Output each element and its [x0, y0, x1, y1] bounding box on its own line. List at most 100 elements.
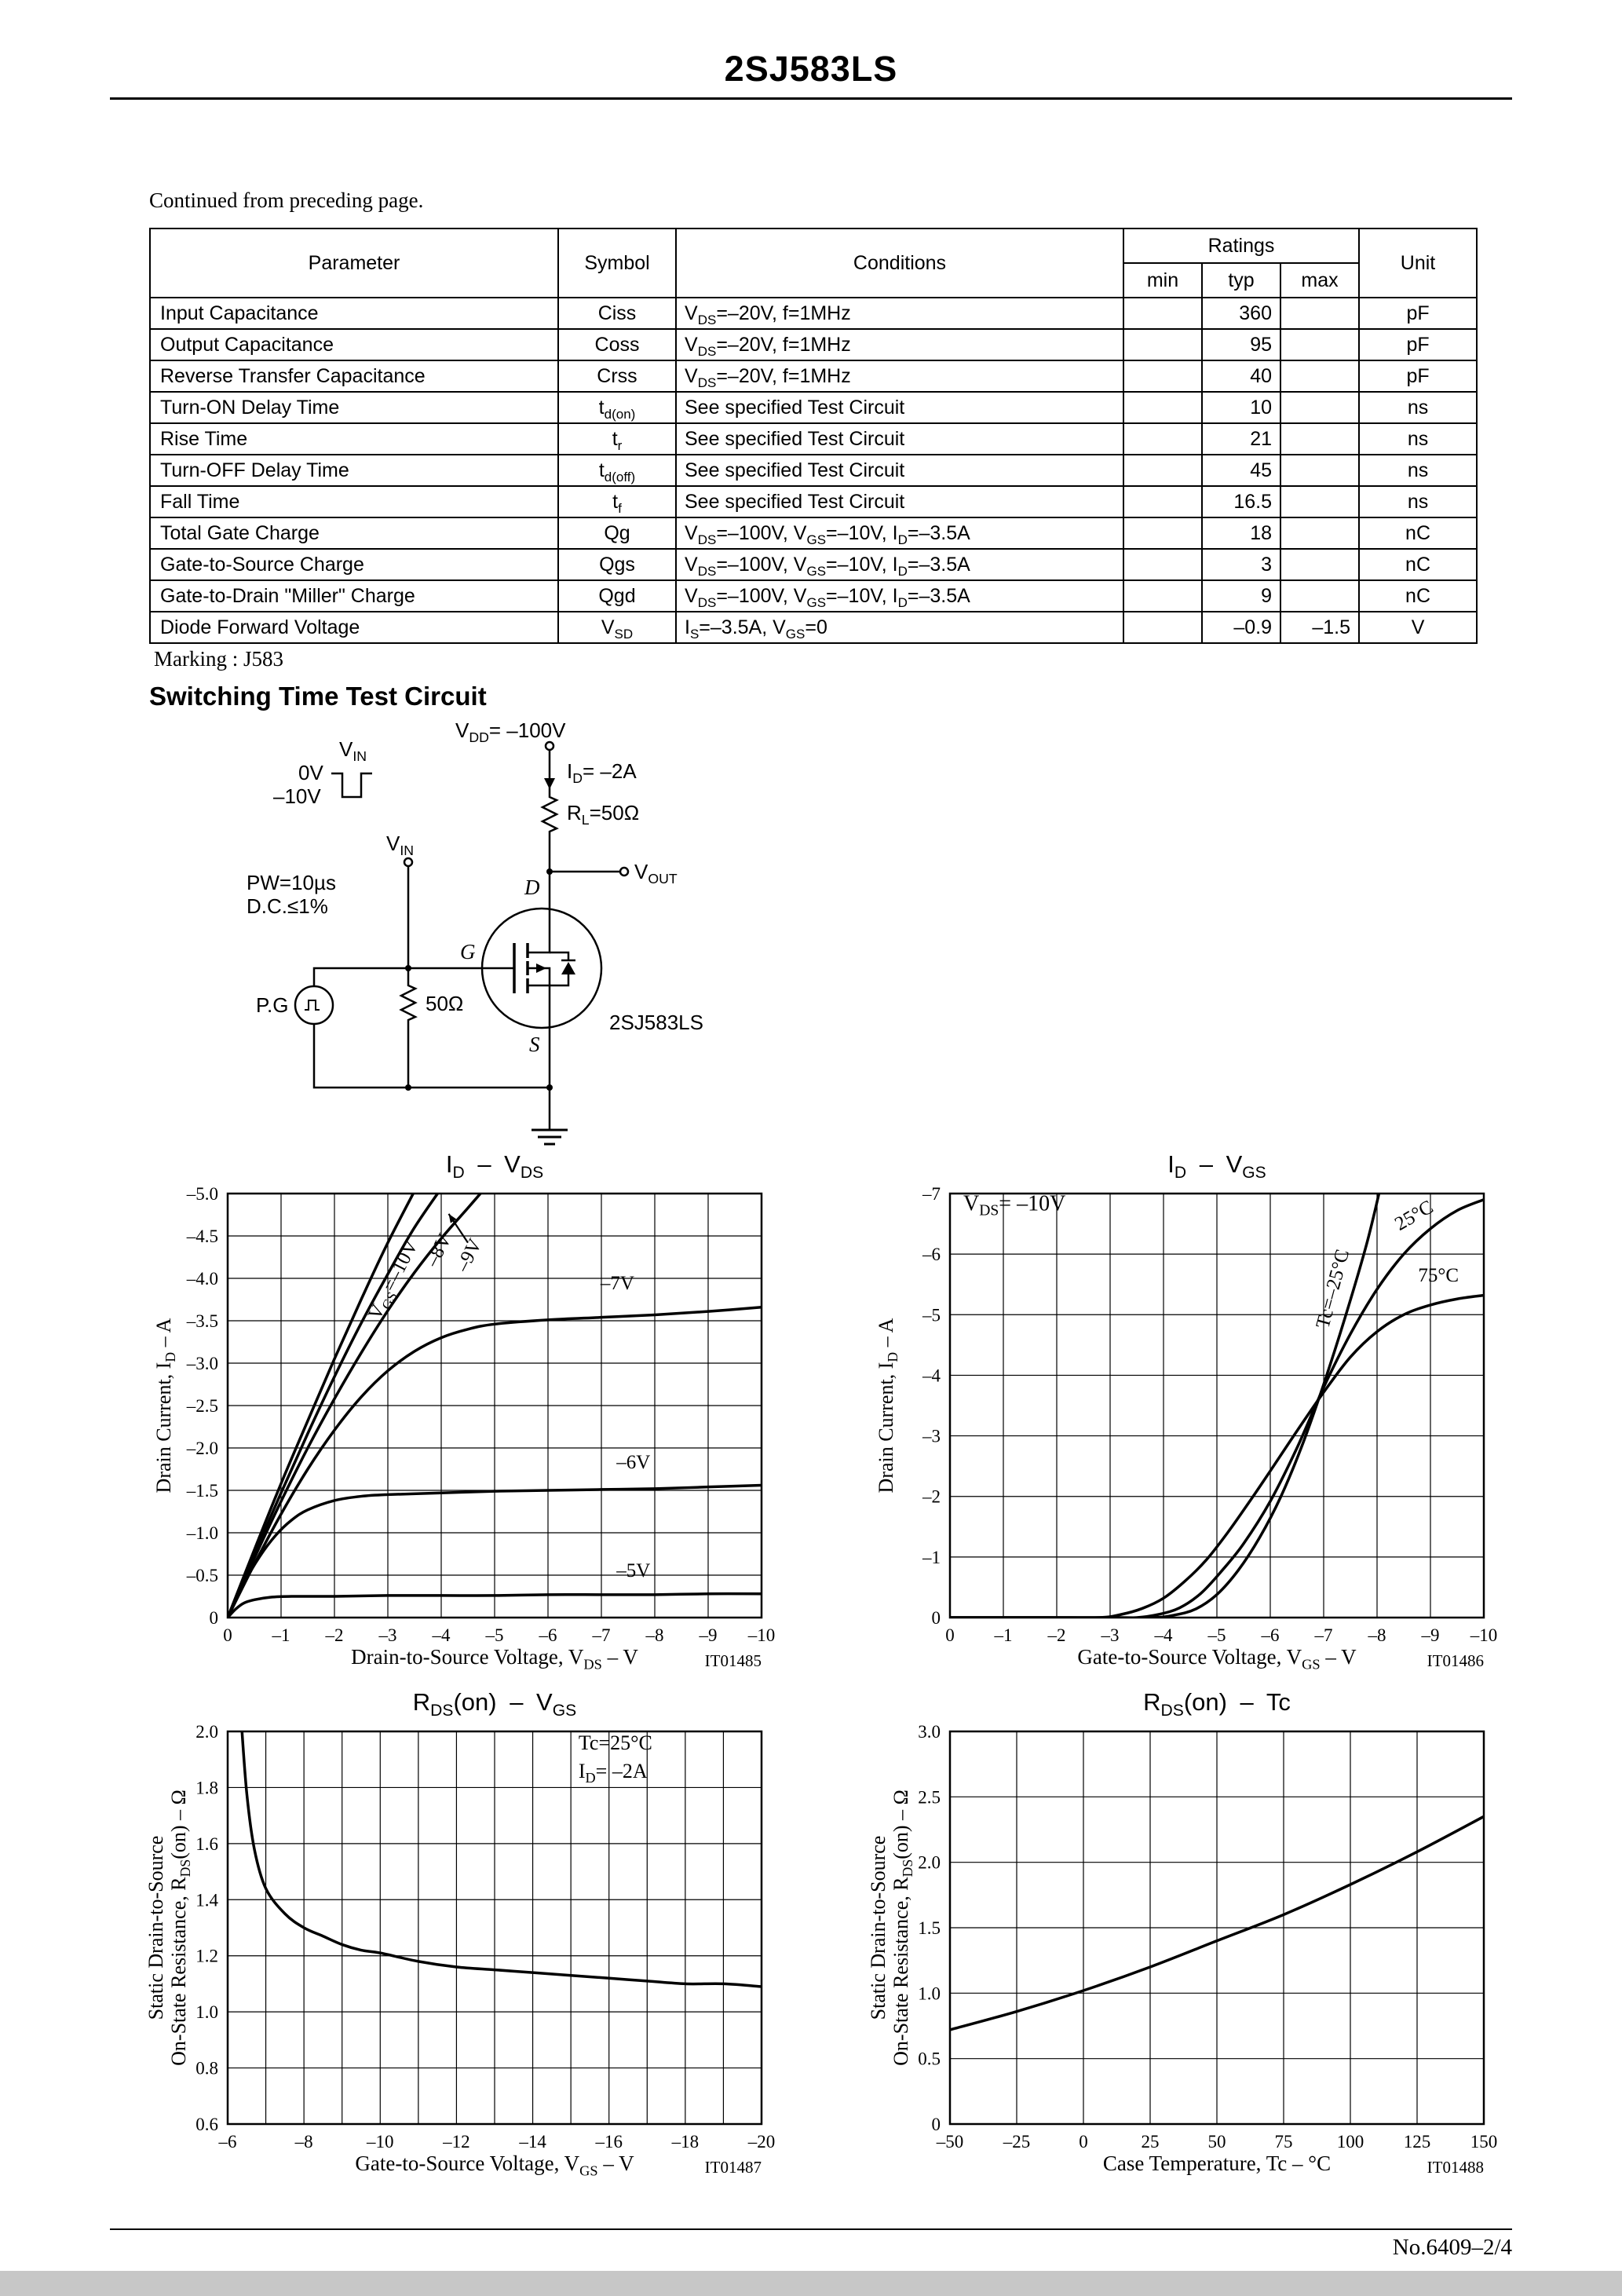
curve-annotation: –5V	[616, 1560, 650, 1581]
x-tick-label: –10	[1470, 1625, 1498, 1643]
symbol-cell: Crss	[557, 360, 677, 393]
param-cell: Output Capacitance	[149, 328, 559, 361]
x-tick-label: –3	[1101, 1625, 1120, 1643]
table-row: Input Capacitance Ciss VDS=–20V, f=1MHz …	[149, 297, 1478, 330]
x-tick-label: –25	[1003, 2132, 1031, 2149]
x-tick-label: 125	[1404, 2132, 1431, 2149]
table-row: Turn-ON Delay Time td(on) See specified …	[149, 391, 1478, 424]
conditions-cell: IS=–3.5A, VGS=0	[675, 611, 1124, 644]
curve-annotation: VGS=–10V	[364, 1237, 426, 1325]
drain-current-label: ID= –2A	[567, 759, 637, 787]
conditions-cell: VDS=–20V, f=1MHz	[675, 297, 1124, 330]
col-symbol: Symbol	[557, 228, 677, 298]
conditions-cell: See specified Test Circuit	[675, 454, 1124, 487]
curve-annotation: VDS= –10V	[963, 1192, 1065, 1219]
y-tick-label: –2.5	[186, 1396, 218, 1416]
param-cell: Input Capacitance	[149, 297, 559, 330]
terminal-vout	[619, 866, 630, 877]
col-conditions: Conditions	[675, 228, 1124, 298]
min-cell	[1123, 391, 1203, 424]
table-subheader-row: min typ max	[150, 262, 1477, 298]
r50-label: 50Ω	[426, 992, 464, 1015]
circuit-svg	[294, 740, 630, 1146]
max-cell	[1279, 297, 1361, 330]
curve-annotation: –9V	[451, 1235, 486, 1276]
plot-frame	[948, 1730, 1485, 2126]
figure-number: IT01486	[1427, 1651, 1484, 1670]
unit-cell: V	[1358, 611, 1478, 644]
unit-cell: ns	[1358, 454, 1478, 487]
y-tick-label: –4.0	[186, 1269, 218, 1289]
chart-title: ID – VGS	[1167, 1150, 1266, 1183]
marking-note: Marking : J583	[154, 647, 283, 671]
conditions-cell: VDS=–100V, VGS=–10V, ID=–3.5A	[675, 517, 1124, 550]
max-cell: –1.5	[1279, 611, 1361, 644]
table-row: Fall Time tf See specified Test Circuit …	[149, 485, 1478, 518]
bottom-bar	[0, 2271, 1622, 2296]
curve-annotation: 75°C	[1418, 1265, 1459, 1286]
chart-title: RDS(on) – Tc	[1143, 1688, 1291, 1720]
y-tick-label: –2.0	[186, 1439, 218, 1458]
curve-annotation: Tc=–25°C	[1312, 1247, 1353, 1330]
terminal-vin	[403, 857, 414, 868]
wire	[312, 967, 514, 986]
curve	[950, 1815, 1484, 2031]
y-tick-label: 1.0	[195, 2002, 218, 2022]
y-tick-label: 0	[210, 1608, 219, 1628]
x-axis-label: Gate-to-Source Voltage, VGS – V	[1077, 1645, 1357, 1673]
y-tick-label: 0	[932, 2115, 941, 2134]
x-tick-label: –7	[592, 1625, 611, 1643]
body-diode-triangle	[561, 962, 575, 974]
test-circuit-diagram: VDD= –100V ID= –2A RL=50Ω VIN 0V –10V VI…	[196, 718, 809, 1158]
plot-frame	[226, 1730, 763, 2126]
x-tick-label: 0	[223, 1625, 232, 1643]
min-cell	[1123, 360, 1203, 393]
y-tick-label: –7	[922, 1186, 941, 1204]
col-unit: Unit	[1358, 228, 1478, 298]
symbol-cell: tf	[557, 485, 677, 518]
x-tick-label: –7	[1314, 1625, 1333, 1643]
table-row: Diode Forward Voltage VSD IS=–3.5A, VGS=…	[149, 611, 1478, 644]
current-arrow	[544, 778, 555, 789]
min-cell	[1123, 422, 1203, 455]
pulse-generator	[294, 985, 334, 1026]
param-cell: Diode Forward Voltage	[149, 611, 559, 644]
x-tick-label: –4	[432, 1625, 451, 1643]
annotation-arrowhead	[448, 1213, 457, 1223]
x-tick-label: 150	[1470, 2132, 1498, 2149]
spec-table: Parameter Symbol Conditions Ratings Unit…	[149, 228, 1478, 644]
unit-cell: nC	[1358, 517, 1478, 550]
chart-id-vds: ID – VDS Drain Current, ID – A 0 –1 –2 –3 –4…	[141, 1150, 816, 1684]
typ-cell: 18	[1201, 517, 1281, 550]
footer-rule	[110, 2228, 1512, 2230]
col-max: max	[1279, 262, 1361, 298]
min-cell	[1123, 579, 1203, 612]
x-axis-label: Case Temperature, Tc – °C	[1102, 2152, 1332, 2175]
symbol-cell: Coss	[557, 328, 677, 361]
x-tick-label: 0	[1079, 2132, 1088, 2149]
input-waveform	[331, 772, 372, 799]
page-number: No.6409–2/4	[1392, 2235, 1512, 2260]
chart-rdson-tc: RDS(on) – Tc Static Drain-to-Source On-S…	[864, 1688, 1539, 2206]
min-cell	[1123, 517, 1203, 550]
drain-pin-label: D	[524, 876, 540, 899]
junction-dot	[546, 1084, 553, 1091]
table-row: Total Gate Charge Qg VDS=–100V, VGS=–10V…	[149, 517, 1478, 550]
x-tick-label: 100	[1337, 2132, 1364, 2149]
duty-cycle-label: D.C.≤1%	[247, 894, 328, 918]
curve	[228, 1194, 415, 1618]
typ-cell: 9	[1201, 579, 1281, 612]
col-ratings: Ratings	[1122, 228, 1361, 264]
curve	[950, 1293, 1484, 1618]
y-tick-label: –4.5	[186, 1227, 218, 1246]
vin-gate-label: VIN	[386, 832, 415, 859]
conditions-cell: VDS=–100V, VGS=–10V, ID=–3.5A	[675, 579, 1124, 612]
symbol-cell: Qg	[557, 517, 677, 550]
curve-annotation: –6V	[616, 1452, 650, 1473]
x-tick-label: –6	[218, 2132, 237, 2149]
max-cell	[1279, 328, 1361, 361]
header-rule	[110, 97, 1512, 100]
chart-id-vgs: ID – VGS Drain Current, ID – A 0 –1 –2 –3 –4…	[864, 1150, 1539, 1684]
table-row: Gate-to-Source Charge Qgs VDS=–100V, VGS…	[149, 548, 1478, 581]
x-tick-label: –8	[645, 1625, 664, 1643]
